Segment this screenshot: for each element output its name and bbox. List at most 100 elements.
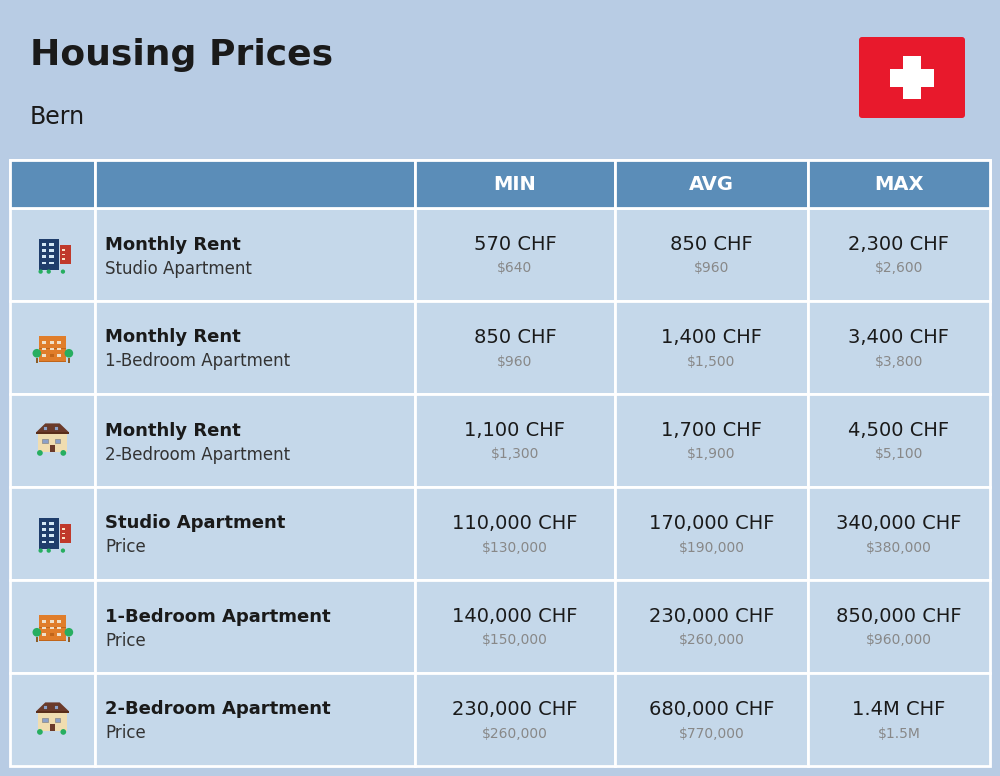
Circle shape xyxy=(37,729,43,735)
FancyBboxPatch shape xyxy=(62,254,65,255)
FancyBboxPatch shape xyxy=(49,262,54,265)
FancyBboxPatch shape xyxy=(50,620,54,623)
Circle shape xyxy=(33,349,41,358)
Text: AVG: AVG xyxy=(689,175,734,193)
FancyBboxPatch shape xyxy=(62,248,65,251)
Text: $1,900: $1,900 xyxy=(687,448,736,462)
FancyBboxPatch shape xyxy=(10,160,990,208)
Circle shape xyxy=(61,269,65,274)
FancyBboxPatch shape xyxy=(49,541,54,543)
Text: $1,500: $1,500 xyxy=(687,355,736,369)
FancyBboxPatch shape xyxy=(42,348,46,351)
FancyBboxPatch shape xyxy=(615,673,808,766)
FancyBboxPatch shape xyxy=(415,208,615,301)
FancyBboxPatch shape xyxy=(42,528,46,531)
FancyBboxPatch shape xyxy=(95,487,415,580)
Text: $1,300: $1,300 xyxy=(491,448,539,462)
FancyBboxPatch shape xyxy=(54,705,58,709)
FancyBboxPatch shape xyxy=(95,394,415,487)
Text: 140,000 CHF: 140,000 CHF xyxy=(452,607,578,626)
FancyBboxPatch shape xyxy=(49,255,54,258)
Circle shape xyxy=(38,549,43,553)
Text: Studio Apartment: Studio Apartment xyxy=(105,514,285,532)
FancyBboxPatch shape xyxy=(615,487,808,580)
FancyBboxPatch shape xyxy=(615,394,808,487)
Text: 3,400 CHF: 3,400 CHF xyxy=(848,328,950,347)
FancyBboxPatch shape xyxy=(808,394,990,487)
Circle shape xyxy=(60,729,66,735)
FancyBboxPatch shape xyxy=(60,524,70,543)
Text: $130,000: $130,000 xyxy=(482,541,548,555)
Text: $5,100: $5,100 xyxy=(875,448,923,462)
Polygon shape xyxy=(36,424,69,432)
FancyBboxPatch shape xyxy=(95,673,415,766)
FancyBboxPatch shape xyxy=(38,712,67,731)
FancyBboxPatch shape xyxy=(890,68,934,86)
Text: $960,000: $960,000 xyxy=(866,633,932,647)
FancyBboxPatch shape xyxy=(42,255,46,258)
Text: 1-Bedroom Apartment: 1-Bedroom Apartment xyxy=(105,352,290,370)
FancyBboxPatch shape xyxy=(10,160,95,208)
Text: Bern: Bern xyxy=(30,105,85,129)
FancyBboxPatch shape xyxy=(57,355,61,357)
FancyBboxPatch shape xyxy=(57,633,61,636)
FancyBboxPatch shape xyxy=(49,249,54,252)
FancyBboxPatch shape xyxy=(39,627,66,628)
FancyBboxPatch shape xyxy=(95,208,415,301)
FancyBboxPatch shape xyxy=(36,431,69,434)
FancyBboxPatch shape xyxy=(808,487,990,580)
FancyBboxPatch shape xyxy=(42,541,46,543)
Text: Monthly Rent: Monthly Rent xyxy=(105,235,241,254)
FancyBboxPatch shape xyxy=(42,522,46,525)
FancyBboxPatch shape xyxy=(808,301,990,394)
Text: 170,000 CHF: 170,000 CHF xyxy=(649,514,774,533)
FancyBboxPatch shape xyxy=(50,724,55,731)
Text: 1.4M CHF: 1.4M CHF xyxy=(852,700,946,719)
FancyBboxPatch shape xyxy=(415,673,615,766)
FancyBboxPatch shape xyxy=(39,348,66,349)
FancyBboxPatch shape xyxy=(68,637,70,642)
Text: Studio Apartment: Studio Apartment xyxy=(105,259,252,278)
Text: Price: Price xyxy=(105,725,146,743)
Text: 1,100 CHF: 1,100 CHF xyxy=(464,421,566,440)
Text: $260,000: $260,000 xyxy=(679,633,744,647)
FancyBboxPatch shape xyxy=(10,208,95,301)
FancyBboxPatch shape xyxy=(42,535,46,537)
FancyBboxPatch shape xyxy=(62,538,65,539)
FancyBboxPatch shape xyxy=(808,208,990,301)
Text: 4,500 CHF: 4,500 CHF xyxy=(848,421,950,440)
Text: $150,000: $150,000 xyxy=(482,633,548,647)
FancyBboxPatch shape xyxy=(50,633,54,636)
Text: $960: $960 xyxy=(497,355,533,369)
FancyBboxPatch shape xyxy=(415,301,615,394)
Text: 2-Bedroom Apartment: 2-Bedroom Apartment xyxy=(105,701,331,719)
Text: $2,600: $2,600 xyxy=(875,262,923,275)
FancyBboxPatch shape xyxy=(50,341,54,344)
FancyBboxPatch shape xyxy=(42,718,48,722)
Text: 2,300 CHF: 2,300 CHF xyxy=(848,235,950,254)
Text: 230,000 CHF: 230,000 CHF xyxy=(649,607,774,626)
Text: $3,800: $3,800 xyxy=(875,355,923,369)
FancyBboxPatch shape xyxy=(95,301,415,394)
FancyBboxPatch shape xyxy=(50,627,54,629)
FancyBboxPatch shape xyxy=(10,487,95,580)
FancyBboxPatch shape xyxy=(57,620,61,623)
Circle shape xyxy=(47,549,51,553)
Text: 2-Bedroom Apartment: 2-Bedroom Apartment xyxy=(105,445,290,463)
FancyBboxPatch shape xyxy=(62,258,65,261)
Circle shape xyxy=(61,549,65,553)
FancyBboxPatch shape xyxy=(615,208,808,301)
FancyBboxPatch shape xyxy=(36,637,38,642)
FancyBboxPatch shape xyxy=(42,243,46,246)
Polygon shape xyxy=(36,702,69,712)
Text: Price: Price xyxy=(105,539,146,556)
Text: Housing Prices: Housing Prices xyxy=(30,38,333,72)
FancyBboxPatch shape xyxy=(43,426,47,430)
FancyBboxPatch shape xyxy=(62,528,65,529)
FancyBboxPatch shape xyxy=(42,262,46,265)
FancyBboxPatch shape xyxy=(50,348,54,351)
Circle shape xyxy=(33,628,41,636)
Text: $770,000: $770,000 xyxy=(679,726,744,740)
FancyBboxPatch shape xyxy=(50,445,55,452)
Text: 230,000 CHF: 230,000 CHF xyxy=(452,700,578,719)
